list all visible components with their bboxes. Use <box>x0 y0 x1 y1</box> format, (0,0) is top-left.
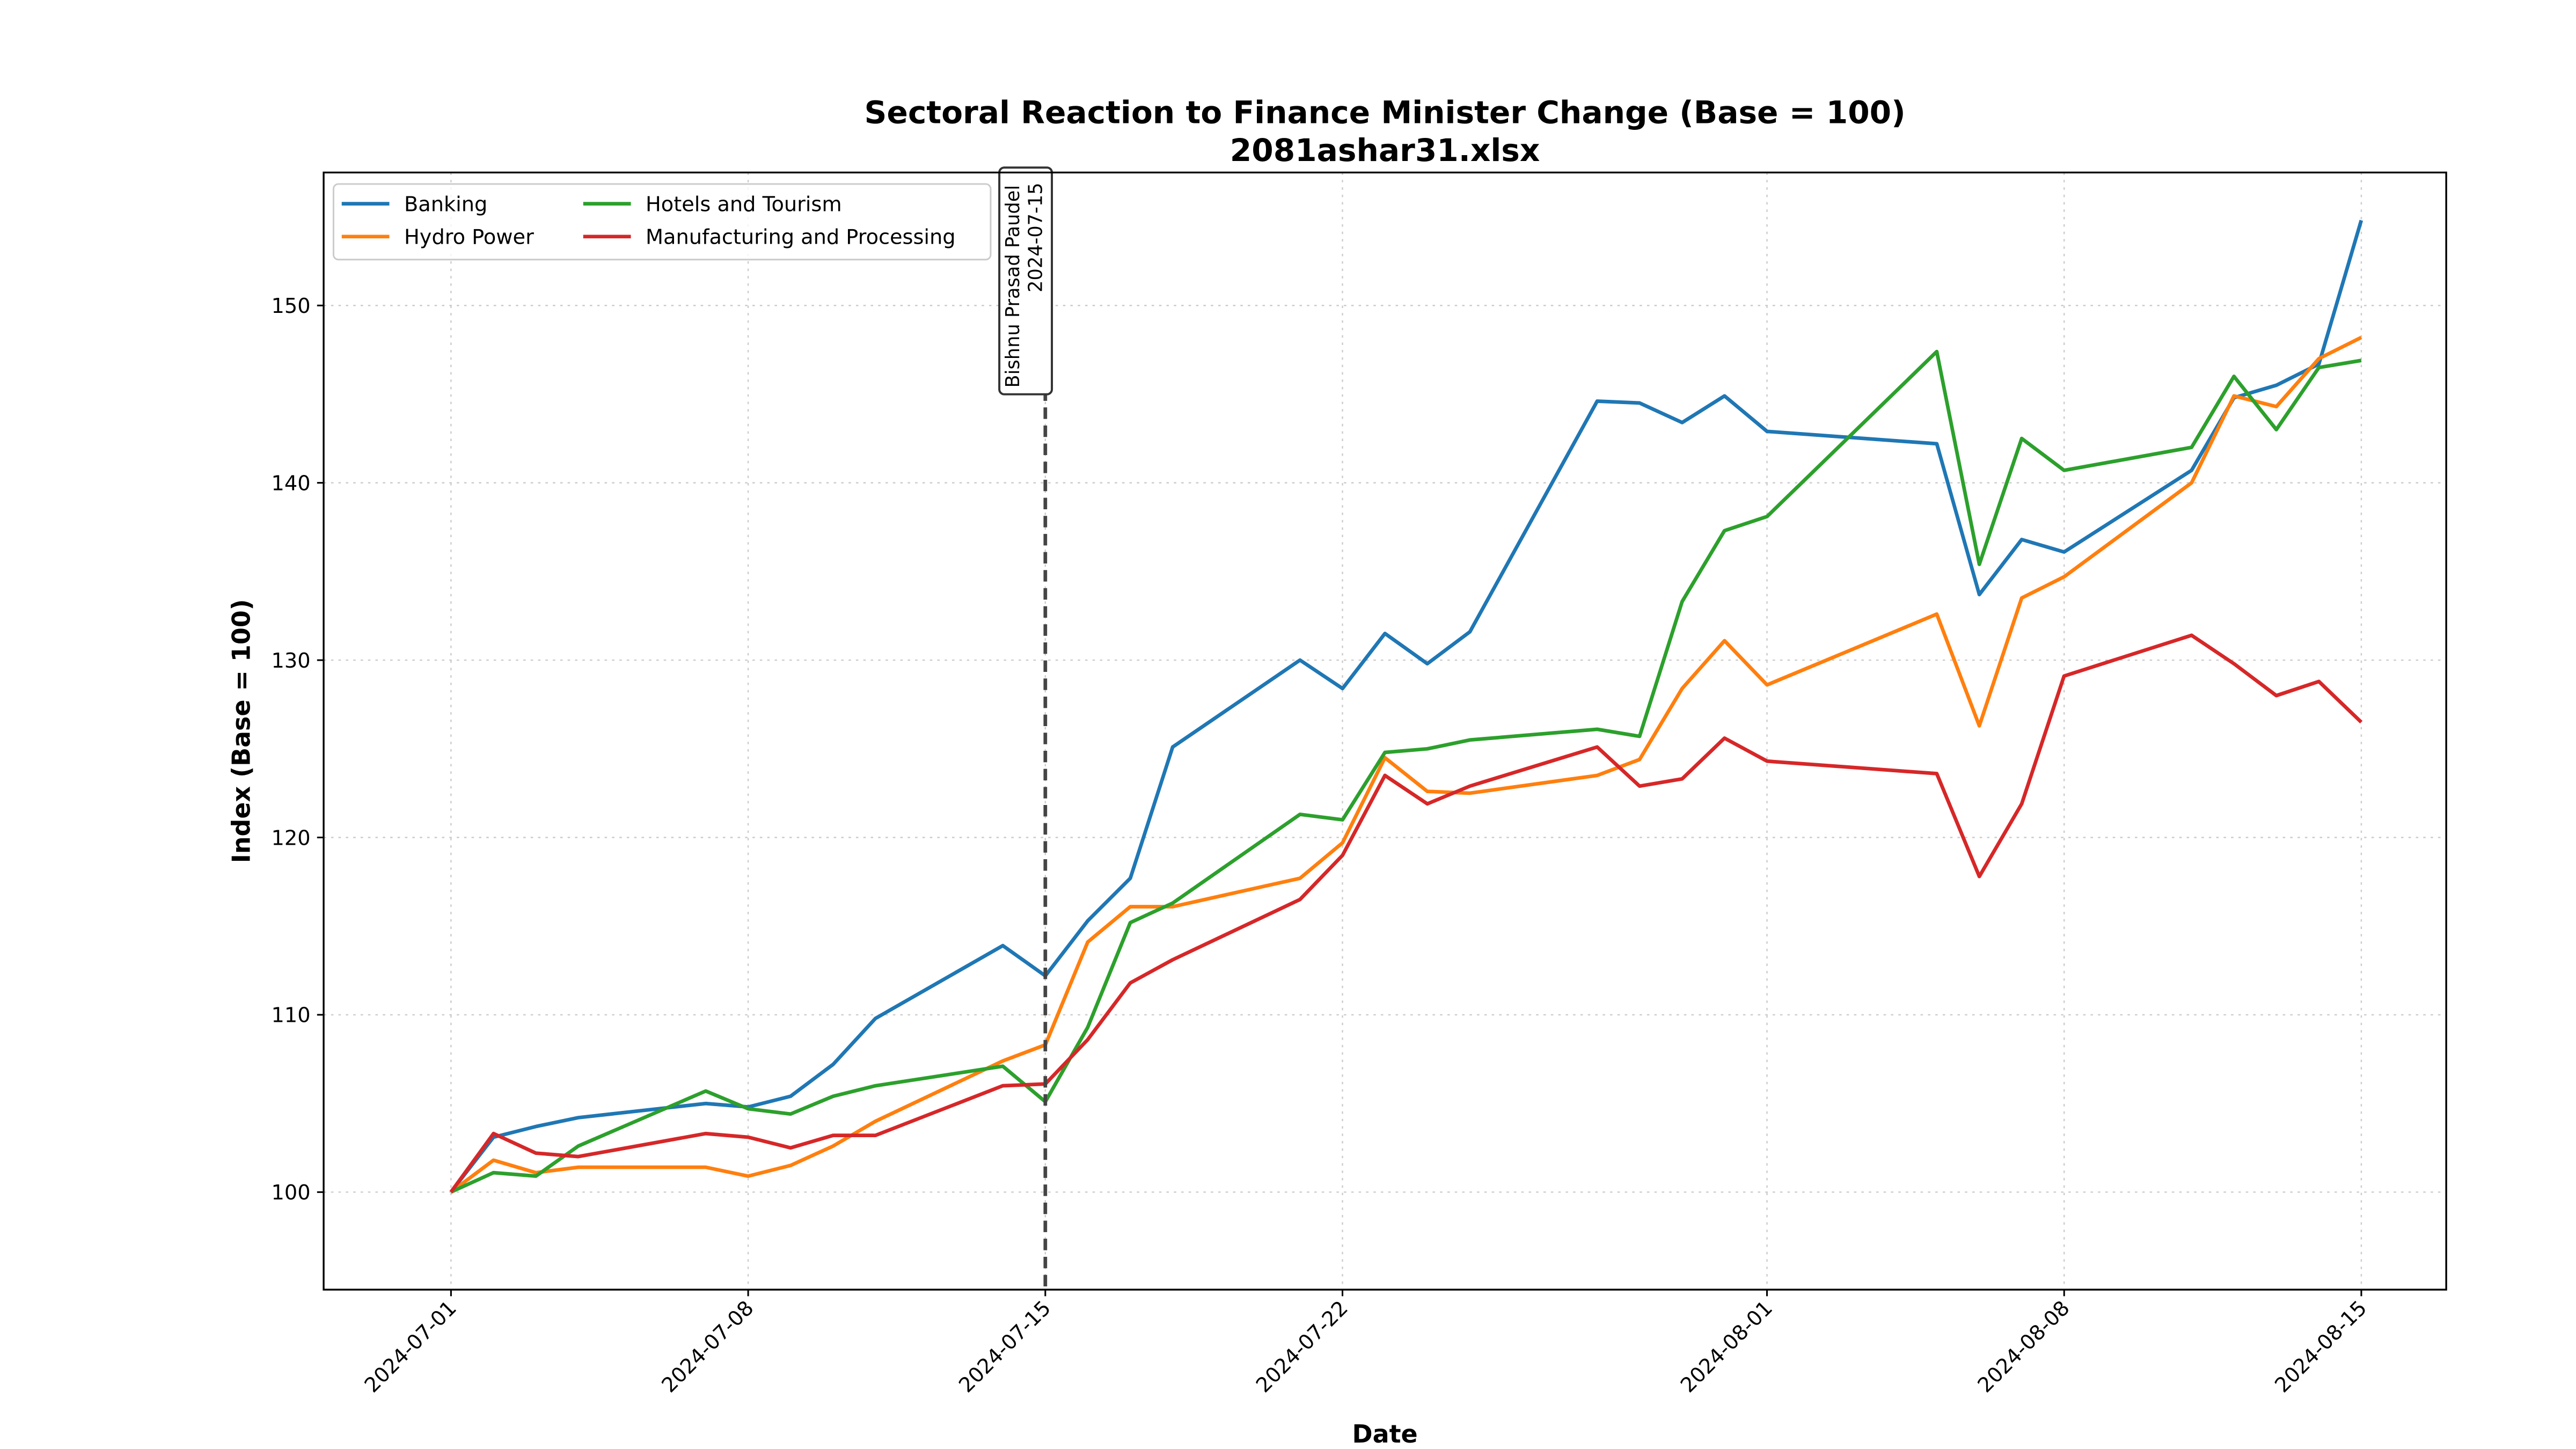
series-line-manufacturing-and-processing <box>449 633 2363 1194</box>
annotation-box <box>998 166 1053 396</box>
x-tick-label: 2024-08-08 <box>1973 1296 2075 1397</box>
legend-label: Manufacturing and Processing <box>646 225 956 250</box>
annotation: Bishnu Prasad Paudel 2024-07-15 <box>998 166 1053 1290</box>
chart-title: Sectoral Reaction to Finance Minister Ch… <box>865 94 1906 131</box>
chart-subtitle: 2081ashar31.xlsx <box>1230 132 1540 169</box>
series-line-hydro-power <box>450 335 2362 1194</box>
series-line-banking <box>449 219 2363 1194</box>
x-tick-label: 2024-07-15 <box>954 1296 1056 1397</box>
y-tick-label: 110 <box>272 1004 311 1028</box>
x-axis-label: Date <box>1352 1419 1418 1448</box>
plot-frame <box>323 171 2447 1291</box>
y-tick-label: 140 <box>272 471 311 495</box>
legend: Banking Hydro Power Hotels and Tourism Manu… <box>332 183 992 261</box>
y-tick-label: 100 <box>272 1181 311 1205</box>
grid <box>324 172 2447 1290</box>
y-axis-label: Index (Base = 100) <box>226 599 255 863</box>
axis-ticks: 100 110 120 130 140 150 2024-07-01 2024-07-08 20… <box>272 294 2372 1397</box>
y-tick-label: 120 <box>272 826 311 850</box>
legend-label: Banking <box>404 192 487 216</box>
y-tick-label: 150 <box>272 294 311 318</box>
x-tick-label: 2024-07-22 <box>1252 1296 1353 1397</box>
x-tick-label: 2024-07-08 <box>657 1296 758 1397</box>
x-tick-label: 2024-08-15 <box>2270 1296 2372 1397</box>
x-tick-label: 2024-07-01 <box>360 1296 462 1397</box>
annotation-date: 2024-07-15 <box>1025 182 1047 292</box>
y-tick-label: 130 <box>272 649 311 673</box>
legend-label: Hotels and Tourism <box>646 192 842 216</box>
legend-box <box>332 183 992 261</box>
legend-label: Hydro Power <box>404 225 534 250</box>
annotation-name: Bishnu Prasad Paudel <box>1002 185 1024 388</box>
series-line-hotels-and-tourism <box>450 349 2362 1194</box>
series-lines <box>449 219 2363 1194</box>
x-tick-label: 2024-08-01 <box>1676 1296 1777 1397</box>
